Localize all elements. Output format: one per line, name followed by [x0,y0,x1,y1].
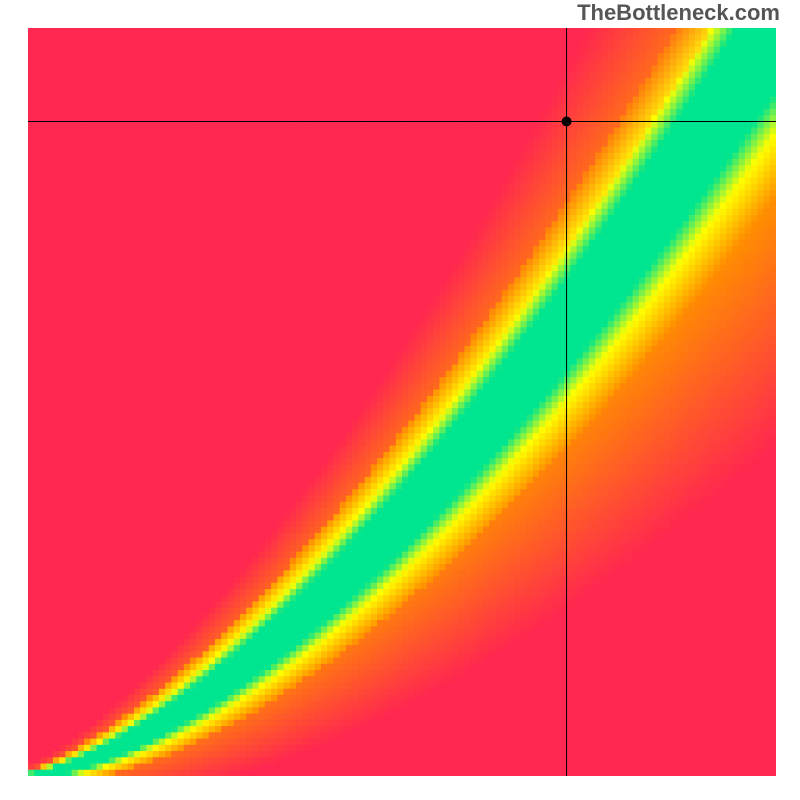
chart-container: TheBottleneck.com [0,0,800,800]
plot-area [28,28,776,776]
chart-title: TheBottleneck.com [577,0,780,26]
heatmap-canvas [28,28,776,776]
